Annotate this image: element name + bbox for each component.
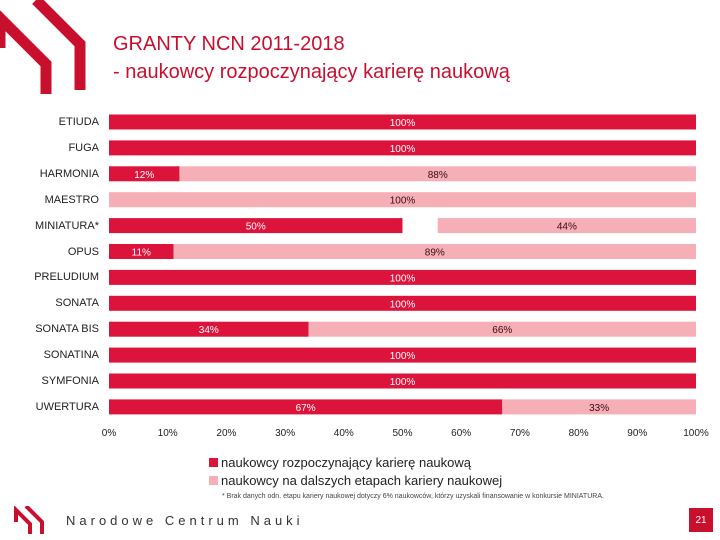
data-label-fuga-series-1: 100% bbox=[390, 144, 416, 155]
data-label-miniatura-series-2: 44% bbox=[557, 222, 577, 233]
bar-opus-series-2 bbox=[173, 244, 696, 259]
category-label-miniatura: MINIATURA* bbox=[35, 219, 99, 232]
bar-preludium-series-1 bbox=[109, 269, 696, 285]
category-label-symfonia: SYMFONIA bbox=[41, 375, 99, 387]
organization-name: Narodowe Centrum Nauki bbox=[66, 513, 304, 528]
data-label-sonata-bis-series-1: 34% bbox=[199, 325, 219, 336]
bar-miniatura-series-1 bbox=[109, 218, 403, 234]
category-label-opus: OPUS bbox=[67, 245, 99, 258]
category-label-etiuda: ETIUDA bbox=[58, 116, 99, 128]
data-label-miniatura-series-1: 50% bbox=[246, 222, 266, 233]
footnote: * Brak danych odn. etapu kariery naukowe… bbox=[222, 493, 604, 500]
bar-maestro-series-2 bbox=[109, 192, 696, 208]
data-label-maestro-series-2: 100% bbox=[390, 196, 416, 207]
legend-item-early-career: naukowcy rozpoczynający karierę naukową bbox=[209, 454, 471, 470]
bar-miniatura-series-2 bbox=[437, 218, 696, 234]
footer-logo-stroke-1 bbox=[14, 506, 32, 534]
bar-sonata-series-1 bbox=[109, 295, 696, 311]
x-tick-1: 10% bbox=[157, 428, 178, 439]
category-label-fuga: FUGA bbox=[68, 141, 99, 154]
legend-swatch-later-career bbox=[209, 475, 218, 485]
x-tick-9: 90% bbox=[627, 428, 648, 439]
stacked-bar-chart: 100% 100% 12% 88% 100% 50% 44% 11% 89% 100% 100% 34… bbox=[109, 114, 696, 415]
category-label-sonatina: SONATINA bbox=[43, 349, 99, 362]
data-label-preludium-series-1: 100% bbox=[390, 273, 416, 284]
bar-symfonia-series-1 bbox=[109, 373, 696, 389]
bar-sonata-bis-series-2 bbox=[308, 321, 696, 337]
bar-harmonia-series-2 bbox=[179, 166, 696, 182]
ncn-logo-footer bbox=[14, 506, 44, 534]
page-number: 21 bbox=[689, 508, 713, 532]
bar-etiuda-series-1 bbox=[109, 114, 696, 130]
page-title: GRANTY NCN 2011-2018 bbox=[113, 33, 345, 55]
footer-logo-stroke-2 bbox=[24, 506, 44, 534]
category-label-sonata-bis: SONATA BIS bbox=[35, 323, 99, 336]
x-tick-2: 20% bbox=[216, 428, 237, 439]
x-tick-10: 100% bbox=[683, 428, 709, 439]
logo-mark-stroke-2 bbox=[32, 0, 86, 90]
data-label-opus-series-2: 89% bbox=[425, 248, 445, 259]
data-label-harmonia-series-2: 88% bbox=[428, 170, 448, 181]
bar-harmonia-series-1 bbox=[109, 166, 180, 182]
data-label-harmonia-series-1: 12% bbox=[134, 170, 154, 181]
legend-swatch-early-career bbox=[209, 457, 218, 467]
ncn-logo-top bbox=[0, 0, 86, 94]
data-label-sonatina-series-1: 100% bbox=[390, 351, 416, 362]
x-tick-4: 40% bbox=[333, 428, 354, 439]
x-tick-8: 80% bbox=[568, 428, 589, 439]
x-tick-0: 0% bbox=[101, 428, 117, 439]
x-tick-6: 60% bbox=[451, 428, 472, 439]
category-label-maestro: MAESTRO bbox=[44, 193, 99, 206]
bar-fuga-series-1 bbox=[109, 140, 696, 156]
data-label-etiuda-series-1: 100% bbox=[390, 118, 416, 129]
bar-sonatina-series-1 bbox=[109, 347, 696, 363]
legend-label-early-career: naukowcy rozpoczynający karierę naukową bbox=[221, 454, 472, 470]
data-label-symfonia-series-1: 100% bbox=[390, 377, 416, 388]
page-subtitle: - naukowcy rozpoczynający karierę naukow… bbox=[113, 61, 510, 83]
data-label-sonata-bis-series-2: 66% bbox=[492, 325, 512, 336]
legend-item-later-career: naukowcy na dalszych etapach kariery nau… bbox=[209, 472, 502, 488]
category-label-sonata: SONATA bbox=[55, 297, 99, 310]
data-label-sonata-series-1: 100% bbox=[390, 299, 416, 310]
category-label-preludium: PRELUDIUM bbox=[34, 271, 99, 284]
bar-uwertura-series-2 bbox=[502, 399, 696, 415]
logo-mark-stroke-1 bbox=[0, 10, 52, 94]
x-tick-7: 70% bbox=[509, 428, 530, 439]
bar-sonata-bis-series-1 bbox=[109, 321, 309, 337]
category-label-uwertura: UWERTURA bbox=[35, 400, 99, 413]
bar-uwertura-series-1 bbox=[109, 399, 503, 415]
x-tick-3: 30% bbox=[275, 428, 296, 439]
x-tick-5: 50% bbox=[392, 428, 413, 439]
data-label-opus-series-1: 11% bbox=[132, 248, 151, 259]
bar-opus-series-1 bbox=[109, 244, 174, 259]
legend-label-later-career: naukowcy na dalszych etapach kariery nau… bbox=[221, 472, 503, 488]
data-label-uwertura-series-2: 33% bbox=[589, 403, 609, 414]
data-label-uwertura-series-1: 67% bbox=[296, 403, 316, 414]
category-label-harmonia: HARMONIA bbox=[39, 167, 99, 180]
